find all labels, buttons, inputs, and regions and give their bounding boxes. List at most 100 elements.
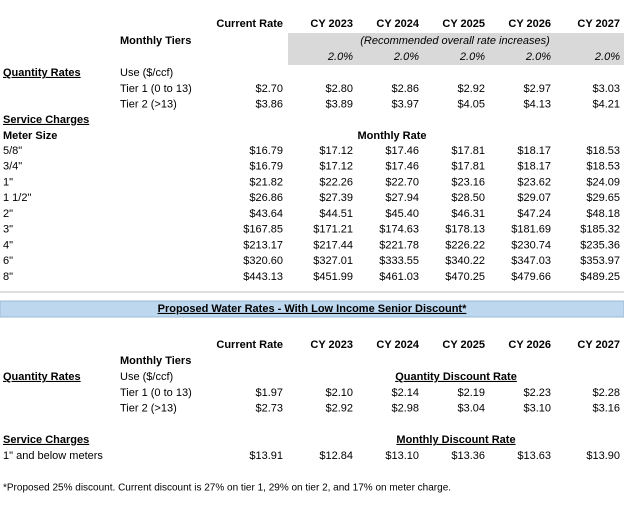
increase: 2.0% — [393, 51, 419, 63]
row-label: Tier 2 (>13) — [120, 402, 177, 414]
rate-value: $12.84 — [319, 450, 353, 462]
rate-value: $18.17 — [517, 145, 551, 157]
rate-value: $45.40 — [385, 208, 419, 220]
rate-value: $2.92 — [325, 402, 353, 414]
rate-value: $21.82 — [249, 176, 283, 188]
rate-value: $22.26 — [319, 176, 353, 188]
rate-value: $353.97 — [580, 255, 620, 267]
rate-value: $3.97 — [391, 98, 419, 110]
rate-value: $16.79 — [249, 145, 283, 157]
rate-value: $18.17 — [517, 161, 551, 173]
column-header: CY 2023 — [310, 339, 353, 351]
rate-value: $17.46 — [385, 161, 419, 173]
rate-value: $230.74 — [511, 239, 551, 251]
rate-value: $48.18 — [586, 208, 620, 220]
rate-value: $2.19 — [457, 387, 485, 399]
rate-value: $18.53 — [586, 145, 620, 157]
rate-value: $3.03 — [592, 83, 620, 95]
rate-value: $17.81 — [451, 145, 485, 157]
row-label: 1 1/2" — [3, 192, 31, 204]
increase: 2.0% — [327, 51, 353, 63]
rate-value: $2.10 — [325, 387, 353, 399]
rate-value: $2.14 — [391, 387, 419, 399]
rate-value: $2.98 — [391, 402, 419, 414]
rate-value: $2.92 — [457, 83, 485, 95]
rate-value: $489.25 — [580, 271, 620, 283]
rate-value: $4.05 — [457, 98, 485, 110]
rate-value: $3.86 — [255, 98, 283, 110]
row-label: 8" — [3, 271, 13, 283]
rate-value: $17.46 — [385, 145, 419, 157]
unit-label: Use ($/ccf) — [120, 371, 173, 383]
row-label: Tier 1 (0 to 13) — [120, 387, 192, 399]
rate-value: $13.63 — [517, 450, 551, 462]
rate-value: $46.31 — [451, 208, 485, 220]
column-header: Current Rate — [216, 339, 283, 351]
rate-value: $174.63 — [379, 224, 419, 236]
rate-value: $22.70 — [385, 176, 419, 188]
rate-value: $2.23 — [523, 387, 551, 399]
rate-value: $3.16 — [592, 402, 620, 414]
rate-value: $221.78 — [379, 239, 419, 251]
row-label: 5/8" — [3, 145, 22, 157]
rate-value: $327.01 — [313, 255, 353, 267]
rate-value: $333.55 — [379, 255, 419, 267]
rate-value: $320.60 — [243, 255, 283, 267]
unit-label: Use ($/ccf) — [120, 67, 173, 79]
rate-value: $4.21 — [592, 98, 620, 110]
increase-band — [288, 33, 624, 65]
rate-value: $470.25 — [445, 271, 485, 283]
row-label: 6" — [3, 255, 13, 267]
rate-value: $13.91 — [249, 450, 283, 462]
rate-value: $44.51 — [319, 208, 353, 220]
section-label: Service Charges — [3, 114, 89, 126]
rate-value: $18.53 — [586, 161, 620, 173]
row-label: 1" — [3, 176, 13, 188]
column-header: CY 2027 — [577, 339, 620, 351]
column-header: CY 2025 — [442, 339, 485, 351]
rate-value: $29.65 — [586, 192, 620, 204]
section-label: Service Charges — [3, 434, 89, 446]
increase: 2.0% — [459, 51, 485, 63]
rate-value: $17.12 — [319, 145, 353, 157]
column-header: CY 2024 — [376, 18, 419, 30]
rate-value: $1.97 — [255, 387, 283, 399]
footnote: *Proposed 25% discount. Current discount… — [3, 483, 451, 494]
title-band — [0, 300, 624, 318]
column-header: CY 2025 — [442, 18, 485, 30]
rate-value: $43.64 — [249, 208, 283, 220]
rate-value: $185.32 — [580, 224, 620, 236]
column-header: CY 2027 — [577, 18, 620, 30]
sub-heading: Monthly Discount Rate — [396, 434, 515, 446]
rate-value: $171.21 — [313, 224, 353, 236]
rate-value: $213.17 — [243, 239, 283, 251]
rate-value: $2.86 — [391, 83, 419, 95]
rate-value: $2.73 — [255, 402, 283, 414]
rate-value: $178.13 — [445, 224, 485, 236]
rate-value: $4.13 — [523, 98, 551, 110]
rate-value: $23.62 — [517, 176, 551, 188]
rate-value: $217.44 — [313, 239, 353, 251]
rate-value: $13.10 — [385, 450, 419, 462]
rate-value: $2.28 — [592, 387, 620, 399]
rate-value: $13.90 — [586, 450, 620, 462]
column-header: CY 2026 — [508, 339, 551, 351]
rate-value: $17.12 — [319, 161, 353, 173]
rate-value: $27.94 — [385, 192, 419, 204]
column-header: CY 2024 — [376, 339, 419, 351]
tiers-label: Monthly Tiers — [120, 355, 191, 367]
rate-value: $2.80 — [325, 83, 353, 95]
rate-value: $479.66 — [511, 271, 551, 283]
rate-value: $235.36 — [580, 239, 620, 251]
rate-value: $443.13 — [243, 271, 283, 283]
section-title: Proposed Water Rates - With Low Income S… — [158, 303, 467, 315]
rate-value: $26.86 — [249, 192, 283, 204]
rate-value: $340.22 — [445, 255, 485, 267]
sub-heading: Monthly Rate — [357, 130, 426, 142]
rate-value: $29.07 — [517, 192, 551, 204]
rate-value: $23.16 — [451, 176, 485, 188]
rate-value: $17.81 — [451, 161, 485, 173]
